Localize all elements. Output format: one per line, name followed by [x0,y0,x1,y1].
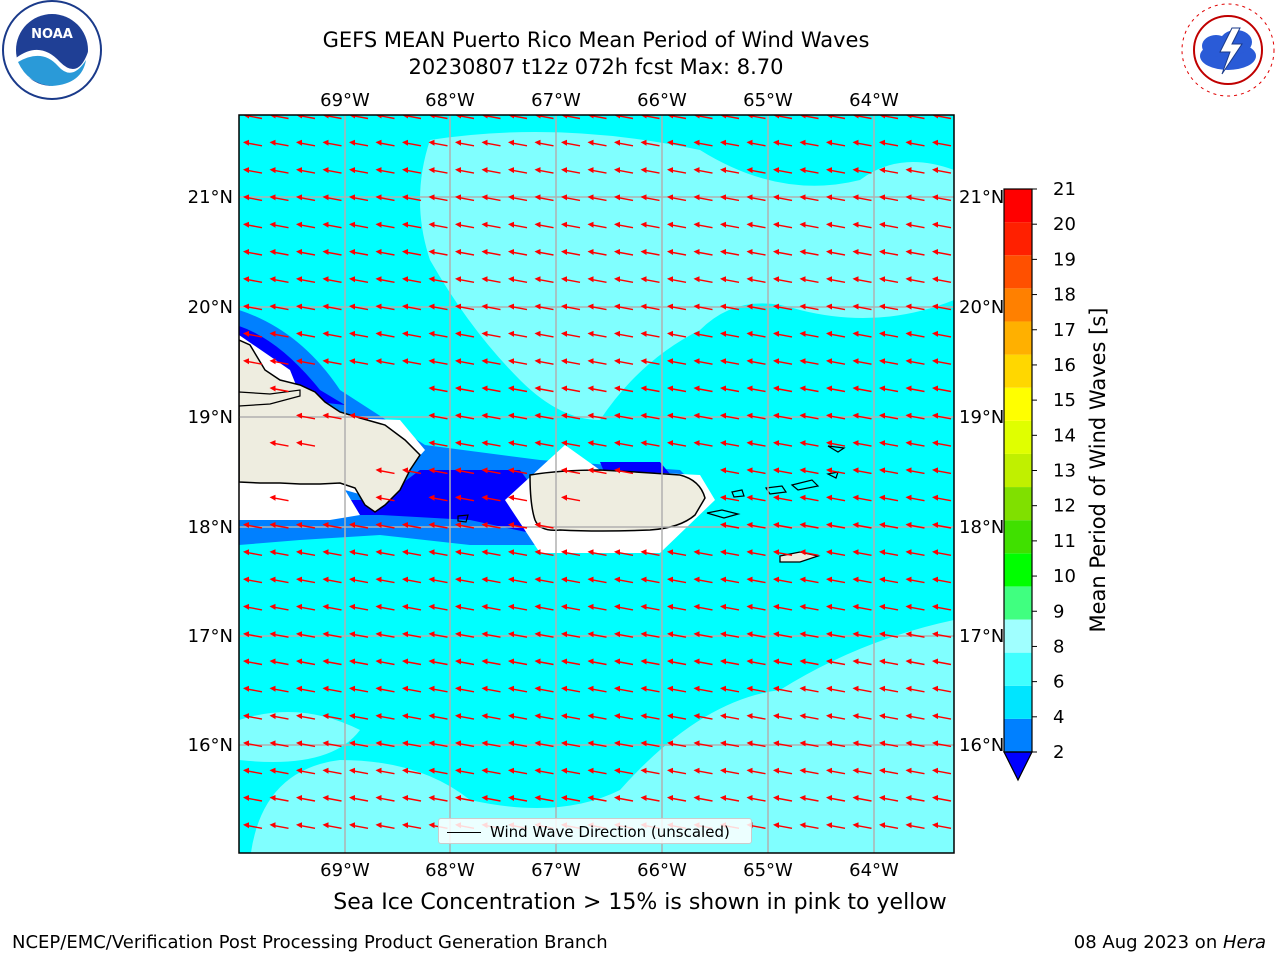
colorbar-segment [1004,355,1032,388]
colorbar-segment [1004,553,1032,586]
colorbar-tick-label: 20 [1053,214,1076,235]
lat-tick-label-right: 19°N [959,407,1004,428]
lon-tick-label: 68°W [425,90,475,111]
lat-tick-label: 16°N [188,735,233,756]
footer-date: 08 Aug 2023 on Hera [1074,932,1266,953]
colorbar-segment [1004,586,1032,619]
legend-line-swatch [447,832,481,833]
colorbar-tick-label: 14 [1053,425,1076,446]
colorbar-tick-label: 15 [1053,390,1076,411]
colorbar-tick-label: 13 [1053,461,1076,482]
colorbar-tick-label: 19 [1053,249,1076,270]
lat-tick-label-right: 17°N [959,626,1004,647]
footer-branch: NCEP/EMC/Verification Post Processing Pr… [12,932,608,953]
colorbar-segment [1004,255,1032,288]
lon-tick-label: 67°W [531,860,581,881]
colorbar-tick-label: 16 [1053,355,1076,376]
lon-tick-label: 68°W [425,860,475,881]
colorbar-segment [1004,719,1032,752]
colorbar-segment [1004,189,1032,222]
colorbar-tick-label: 10 [1053,566,1076,587]
lon-tick-label: 66°W [637,90,687,111]
colorbar-tick-label: 8 [1053,636,1064,657]
colorbar-tick-label: 12 [1053,496,1076,517]
colorbar-tick-label: 2 [1053,742,1064,763]
colorbar-tick-label: 6 [1053,672,1064,693]
lon-tick-label: 64°W [849,860,899,881]
lon-tick-label: 69°W [320,860,370,881]
colorbar-segment [1004,421,1032,454]
lat-tick-label-right: 18°N [959,517,1004,538]
colorbar-tick-label: 11 [1053,531,1076,552]
colorbar-segment [1004,288,1032,321]
lon-tick-label: 65°W [743,860,793,881]
lon-tick-label: 65°W [743,90,793,111]
colorbar-title: Mean Period of Wind Waves [s] [1086,308,1110,633]
colorbar-segment [1004,686,1032,719]
colorbar-segment [1004,487,1032,520]
colorbar-segment [1004,321,1032,354]
sea-ice-caption: Sea Ice Concentration > 15% is shown in … [240,890,1040,915]
colorbar-segment [1004,388,1032,421]
colorbar-segment [1004,620,1032,653]
legend-label: Wind Wave Direction (unscaled) [490,819,730,845]
footer-date-text: 08 Aug 2023 on [1074,932,1223,953]
lat-tick-label: 17°N [188,626,233,647]
lon-tick-label: 67°W [531,90,581,111]
lat-tick-label-right: 20°N [959,297,1004,318]
colorbar-tick-label: 17 [1053,320,1076,341]
lat-tick-label: 20°N [188,297,233,318]
colorbar: 21 20 19 18 17 16 15 14 13 12 11 10 9 8 6 4 2 [1004,179,1076,780]
colorbar-tick-label: 9 [1053,601,1064,622]
footer-host: Hera [1223,932,1266,953]
lat-tick-label: 21°N [188,187,233,208]
map-legend: Wind Wave Direction (unscaled) [438,818,752,844]
colorbar-tick-label: 21 [1053,179,1076,200]
lat-tick-label-right: 21°N [959,187,1004,208]
lat-tick-label-right: 16°N [959,735,1004,756]
colorbar-tick-label: 4 [1053,707,1064,728]
colorbar-extend-triangle [1004,752,1032,780]
lon-tick-label: 66°W [637,860,687,881]
colorbar-segment [1004,520,1032,553]
lat-tick-label: 18°N [188,517,233,538]
lon-tick-label: 69°W [320,90,370,111]
lat-tick-label: 19°N [188,407,233,428]
colorbar-tick-label: 18 [1053,285,1076,306]
lon-tick-label: 64°W [849,90,899,111]
colorbar-segment [1004,454,1032,487]
colorbar-segment [1004,653,1032,686]
colorbar-segment [1004,222,1032,255]
